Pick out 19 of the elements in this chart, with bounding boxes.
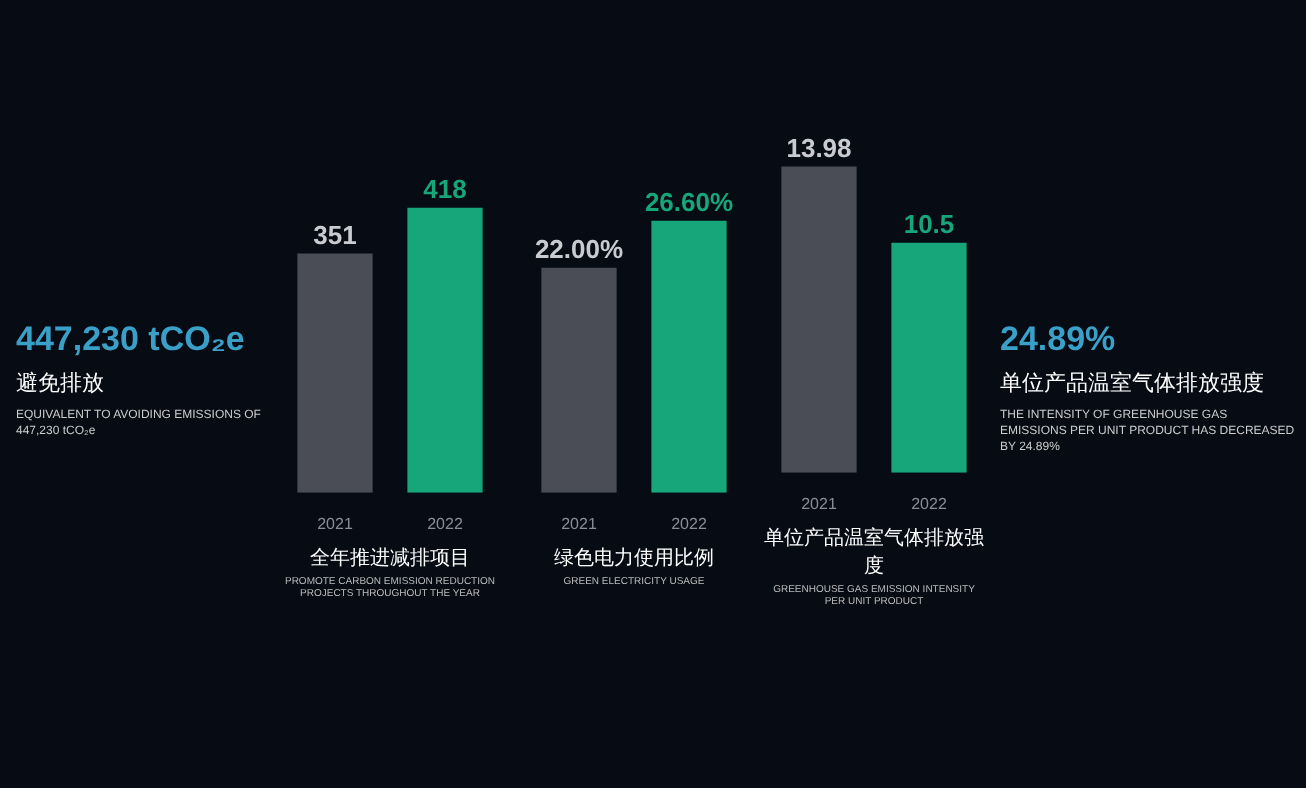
x-tick-label: 2021 [561, 514, 598, 533]
data-label: 351 [313, 219, 357, 250]
data-label: 13.98 [786, 132, 852, 163]
x-tick-label: 2022 [911, 494, 948, 513]
text: 避免排放 [16, 369, 106, 398]
data-label: 22.00% [534, 233, 624, 264]
x-tick-label: 2022 [427, 514, 464, 533]
text: 24.89% [1000, 320, 1118, 360]
data-label: 26.60% [644, 186, 734, 217]
x-axis-title: 单位产品温室气体排放强度 [764, 525, 984, 580]
text: 单位产品温室气体排放强度 [1000, 369, 1266, 398]
text: 447,230 tCO₂e [16, 320, 247, 360]
x-tick-label: 2022 [671, 514, 708, 533]
x-tick-label: 2021 [317, 514, 354, 533]
data-label: 10.5 [903, 208, 955, 239]
data-label: 418 [423, 173, 467, 204]
x-axis-title: 全年推进减排项目 [308, 545, 472, 572]
x-tick-label: 2021 [801, 494, 838, 513]
x-axis-title: 绿色电力使用比例 [552, 545, 716, 572]
